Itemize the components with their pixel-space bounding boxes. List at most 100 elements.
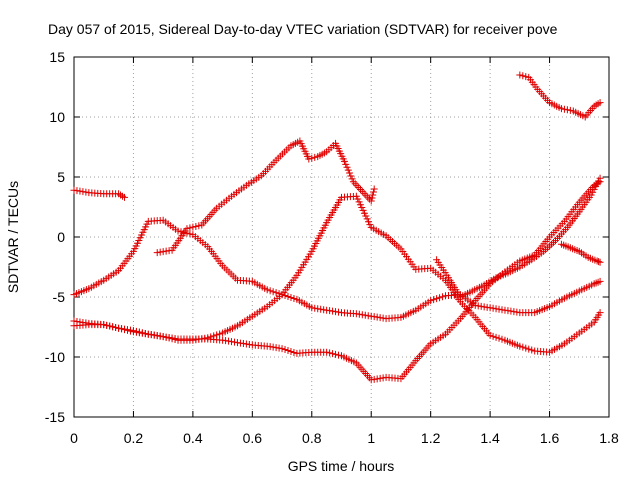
y-tick-label: 15 [49,49,65,65]
series-satellite-track-a [70,186,129,201]
data-point [433,295,441,303]
data-point [106,322,114,330]
series-satellite-track-d [70,178,604,384]
data-point [132,327,140,335]
data-point [427,297,435,305]
data-point [516,342,524,350]
series-satellite-track-e [153,137,378,257]
data-point [305,155,313,163]
data-point [340,157,348,165]
data-point [365,218,373,226]
data-point [112,323,120,331]
data-point [342,160,350,168]
data-point [596,309,604,317]
data-point [489,332,497,340]
data-point [522,73,530,81]
series-satellite-track-c [70,192,604,356]
data-point [492,333,500,341]
data-point [519,343,527,351]
data-point [358,204,366,212]
data-point [100,321,108,329]
data-point [290,294,298,302]
data-point [596,99,604,107]
data-point [284,293,292,301]
data-point [516,71,524,79]
data-point [329,350,337,358]
y-tick-label: -15 [45,409,65,425]
data-point [263,286,271,294]
y-tick-label: 0 [57,229,65,245]
data-point [269,288,277,296]
data-point [129,327,137,335]
series-satellite-track-g [516,71,604,121]
data-point [528,346,536,354]
chart-title: Day 057 of 2015, Sidereal Day-to-day VTE… [48,21,558,37]
data-point [287,293,295,301]
data-point [486,331,494,339]
axis-ticks [73,56,610,418]
series-satellite-track-b [70,216,604,323]
data-point [358,187,366,195]
series-satellite-track-h [557,240,604,266]
data-point [366,221,374,229]
x-tick-label: 0 [70,430,78,446]
data-point [367,197,375,205]
data-point [560,105,568,113]
data-points [70,71,604,384]
data-point [109,323,117,331]
x-tick-label: 1.4 [480,430,500,446]
data-point [284,347,292,355]
x-tick-label: 1.8 [599,430,619,446]
data-point [596,277,604,285]
data-point [360,189,368,197]
y-tick-label: -5 [53,289,66,305]
data-point [439,293,447,301]
data-point [566,106,574,114]
data-point [189,223,197,231]
data-point [183,225,191,233]
data-point [346,169,354,177]
x-tick-label: 0.4 [183,430,203,446]
data-point [369,188,377,196]
x-tick-label: 1 [367,430,375,446]
y-axis-label: SDTVAR / TECUs [5,181,21,293]
data-point [353,182,361,190]
data-point [323,348,331,356]
data-point [355,184,363,192]
data-point [363,215,371,223]
data-point [522,344,530,352]
data-point [135,328,143,336]
data-point [347,172,355,180]
data-point [192,222,200,230]
data-point [278,345,286,353]
data-point [174,227,182,235]
data-point [121,193,129,201]
data-point [138,329,146,337]
series-satellite-track-f [433,174,604,301]
y-tick-label: 10 [49,109,65,125]
data-point [370,185,378,193]
data-point [352,192,360,200]
data-point [348,175,356,183]
data-point [360,209,368,217]
data-point [141,329,149,337]
data-point [596,174,604,182]
x-axis-label: GPS time / hours [288,458,395,474]
data-point [595,258,603,266]
data-point [216,330,224,338]
x-tick-label: 0.6 [243,430,263,446]
data-point [362,212,370,220]
data-point [103,321,111,329]
data-point [356,201,364,209]
data-point [368,194,376,202]
x-tick-label: 0.8 [302,430,322,446]
data-point [287,347,295,355]
data-point [436,294,444,302]
data-point [519,72,527,80]
y-tick-label: -10 [45,349,65,365]
axis-tick-labels: 0 0.2 0.4 0.6 0.8 1 1.2 1.4 1.6 1.8 -15 -10 -5 0 5 10 15 [45,49,619,446]
data-point [266,287,274,295]
y-tick-label: 5 [57,169,65,185]
data-point [498,335,506,343]
